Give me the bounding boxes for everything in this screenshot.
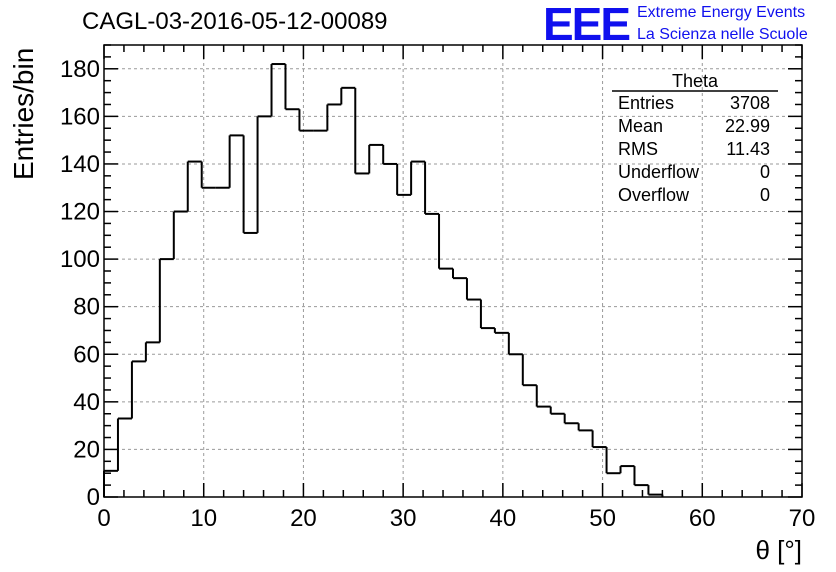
eee-logo: EEE xyxy=(543,0,631,50)
y-tick-label: 140 xyxy=(60,151,100,178)
y-tick-label: 100 xyxy=(60,246,100,273)
x-tick-label: 0 xyxy=(97,505,110,532)
y-tick-label: 160 xyxy=(60,103,100,130)
y-axis-label: Entries/bin xyxy=(8,47,39,180)
stats-row-entries: Entries 3708 xyxy=(618,93,770,115)
axis-ticks xyxy=(103,44,803,498)
x-tick-label: 50 xyxy=(589,505,616,532)
stats-row-rms: RMS 11.43 xyxy=(618,139,770,161)
x-tick-label: 30 xyxy=(390,505,417,532)
y-tick-label: 60 xyxy=(73,341,100,368)
tick-labels: 0 10 20 30 40 50 60 70 0 20 40 60 80 100 120 140 160 180 xyxy=(60,56,815,532)
x-axis-label: θ [°] xyxy=(755,535,802,565)
stat-label: Mean xyxy=(618,116,664,136)
stat-label: Entries xyxy=(618,93,675,113)
x-tick-label: 10 xyxy=(190,505,217,532)
y-tick-label: 40 xyxy=(73,389,100,416)
y-tick-label: 180 xyxy=(60,56,100,83)
histogram-bins xyxy=(103,63,664,497)
stats-row-underflow: Underflow 0 xyxy=(618,162,770,184)
stat-value: 22.99 xyxy=(724,116,770,136)
y-tick-label: 20 xyxy=(73,436,100,463)
stat-value: 0 xyxy=(759,162,770,182)
chart-title: CAGL-03-2016-05-12-00089 xyxy=(82,8,388,35)
logo-line-1: Extreme Energy Events xyxy=(637,4,806,21)
stats-row-mean: Mean 22.99 xyxy=(618,116,770,138)
y-tick-label: 80 xyxy=(73,294,100,321)
stat-label: Overflow xyxy=(618,185,690,205)
grid-lines xyxy=(104,45,802,497)
stat-value: 3708 xyxy=(729,93,770,113)
x-tick-label: 70 xyxy=(789,505,816,532)
x-tick-label: 20 xyxy=(290,505,317,532)
stats-box-title: Theta xyxy=(671,71,719,91)
stats-row-overflow: Overflow 0 xyxy=(618,185,770,207)
stat-value: 0 xyxy=(759,185,770,205)
x-tick-label: 40 xyxy=(490,505,517,532)
stat-label: RMS xyxy=(618,139,658,159)
y-tick-label: 120 xyxy=(60,199,100,226)
x-tick-label: 60 xyxy=(689,505,716,532)
y-tick-label: 0 xyxy=(87,484,100,511)
stat-label: Underflow xyxy=(618,162,700,182)
stat-value: 11.43 xyxy=(726,139,770,159)
logo-line-2: La Scienza nelle Scuole xyxy=(637,26,808,43)
